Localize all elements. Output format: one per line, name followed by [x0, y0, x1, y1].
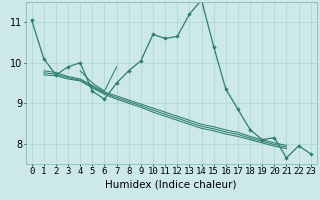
X-axis label: Humidex (Indice chaleur): Humidex (Indice chaleur) [106, 179, 237, 189]
